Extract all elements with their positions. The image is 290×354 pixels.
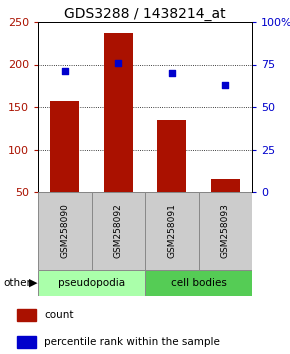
Bar [17,309,36,320]
Bar [38,270,145,296]
Text: ▶: ▶ [29,278,38,288]
Bar [50,101,79,234]
Text: GSM258093: GSM258093 [221,204,230,258]
Bar [198,192,252,270]
Text: other: other [3,278,31,288]
Point [169,70,174,76]
Text: GSM258092: GSM258092 [114,204,123,258]
Bar [145,192,198,270]
Bar [157,120,186,234]
Bar [17,336,36,348]
Bar [211,179,240,234]
Text: GSM258090: GSM258090 [60,204,69,258]
Text: percentile rank within the sample: percentile rank within the sample [44,337,220,347]
Text: pseudopodia: pseudopodia [58,278,125,288]
Bar [145,270,252,296]
Bar [104,33,133,234]
Point [116,60,121,65]
Text: cell bodies: cell bodies [171,278,226,288]
Bar [92,192,145,270]
Text: GSM258091: GSM258091 [167,204,176,258]
Text: count: count [44,310,74,320]
Point [62,68,67,74]
Title: GDS3288 / 1438214_at: GDS3288 / 1438214_at [64,7,226,21]
Bar [38,192,92,270]
Point [223,82,228,88]
